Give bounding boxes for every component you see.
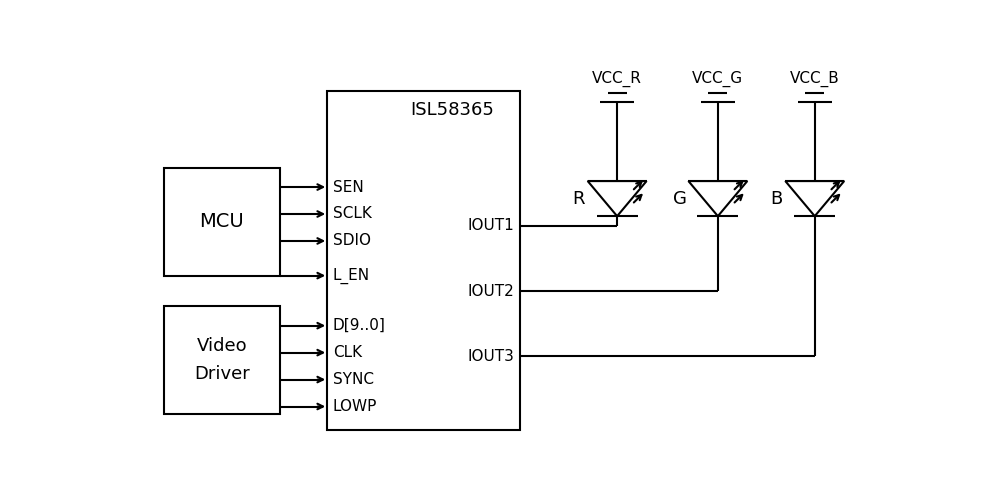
Text: D[9..0]: D[9..0]: [333, 318, 386, 333]
Text: IOUT2: IOUT2: [467, 284, 514, 298]
Text: SDIO: SDIO: [333, 234, 371, 248]
Text: Video: Video: [197, 338, 247, 355]
Text: R: R: [573, 190, 585, 208]
Text: VCC_B: VCC_B: [790, 70, 840, 87]
Text: G: G: [673, 190, 687, 208]
Text: VCC_R: VCC_R: [592, 70, 642, 87]
Text: SYNC: SYNC: [333, 372, 374, 387]
Text: LOWP: LOWP: [333, 399, 377, 414]
Bar: [326, 91, 520, 430]
Bar: [164, 306, 280, 414]
Text: MCU: MCU: [200, 212, 244, 231]
Text: IOUT3: IOUT3: [467, 349, 514, 364]
Bar: [164, 168, 280, 276]
Text: CLK: CLK: [333, 345, 362, 360]
Text: SCLK: SCLK: [333, 206, 372, 222]
Text: Driver: Driver: [194, 365, 250, 383]
Text: L_EN: L_EN: [333, 268, 370, 283]
Text: ISL58365: ISL58365: [411, 101, 494, 119]
Text: IOUT1: IOUT1: [467, 218, 514, 233]
Text: B: B: [770, 190, 783, 208]
Text: VCC_G: VCC_G: [692, 70, 743, 87]
Text: SEN: SEN: [333, 180, 363, 194]
